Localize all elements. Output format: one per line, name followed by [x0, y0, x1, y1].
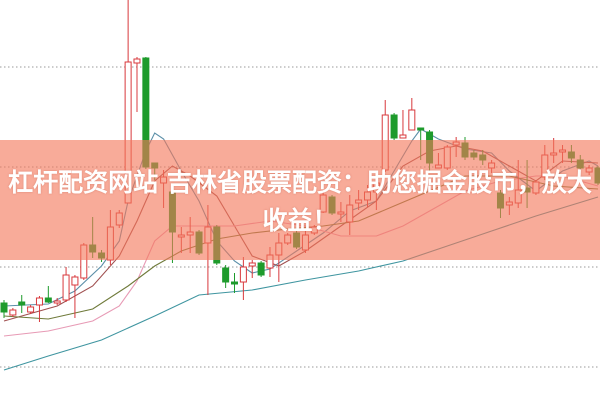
candle-down — [0, 302, 8, 313]
candle-down — [222, 267, 230, 283]
candle-up — [399, 134, 407, 139]
candle-down — [231, 281, 239, 285]
candle-up — [62, 274, 70, 301]
candle-up — [248, 262, 256, 267]
candle-down — [417, 127, 425, 131]
candle-up — [35, 297, 43, 306]
candle-down — [390, 114, 398, 139]
candle-down — [44, 297, 52, 303]
candle-up — [71, 276, 79, 286]
candle-up — [239, 266, 247, 283]
candle-down — [18, 301, 26, 306]
candle-up — [408, 109, 416, 131]
candle-up — [27, 306, 35, 313]
title-banner — [0, 140, 600, 260]
candle-up — [53, 300, 61, 304]
candle-down — [257, 262, 265, 276]
candle-up — [9, 309, 17, 316]
article-title: 杠杆配资网站 吉林省股票配资：助您掘金股市，放大收益！ — [8, 168, 592, 235]
candle-up — [133, 58, 141, 64]
